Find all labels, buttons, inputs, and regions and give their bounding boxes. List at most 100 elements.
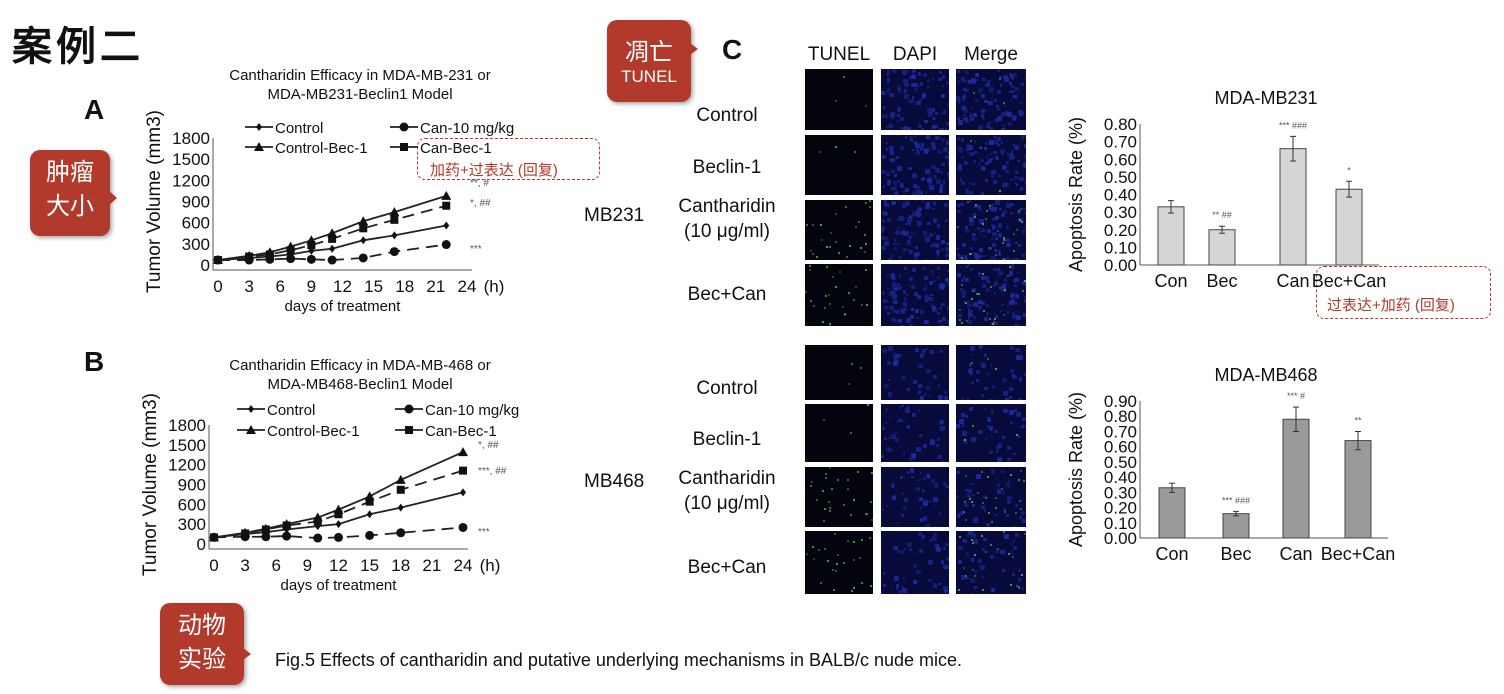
y-tick-label: 0: [201, 256, 210, 275]
legend-label: Can-10 mg/kg: [420, 120, 514, 137]
note-text: 加药+过表达 (回复): [430, 162, 558, 179]
x-tick-label: 6: [272, 556, 281, 575]
significance-label: *: [1347, 165, 1351, 175]
marker-square: [265, 250, 274, 259]
y-tick-label: 1500: [172, 150, 210, 169]
x-tick-label: Bec: [1206, 271, 1237, 291]
y-axis-label: Apoptosis Rate (%): [1066, 392, 1086, 547]
marker-triangle: [395, 474, 406, 484]
callout-apoptosis: 凋亡 TUNEL: [607, 20, 698, 102]
micrograph-merge: [956, 135, 1026, 195]
row-label: Cantharidin (10 μg/ml): [678, 196, 776, 242]
micrograph-merge: [956, 531, 1026, 594]
y-tick-label: 0: [197, 535, 206, 554]
group-label: MB231: [584, 205, 645, 226]
note-text: 过表达+加药 (回复): [1327, 297, 1455, 314]
significance-label: *** ###: [1222, 495, 1250, 505]
series-line-can-bec-1: [217, 204, 447, 261]
y-tick-label: 0.00: [1104, 256, 1137, 275]
note-box-a: 加药+过表达 (回复): [417, 138, 600, 180]
marker-square: [442, 201, 451, 210]
x-tick-label: Can: [1276, 271, 1309, 291]
marker-circle: [306, 254, 316, 264]
bar-bec: [1222, 513, 1250, 539]
row-label: Beclin-1: [692, 157, 762, 178]
bar-bec-can: [1344, 440, 1372, 539]
y-tick-label: 0.20: [1104, 499, 1137, 518]
x-tick-label: 24: [454, 556, 473, 575]
marker-circle: [327, 255, 337, 265]
legend-label: Control: [267, 402, 315, 419]
error-bar: [1233, 510, 1239, 517]
legend-label: Control-Bec-1: [267, 423, 360, 440]
series-line-can-10-mg-kg: [218, 243, 447, 261]
y-tick-label: 0.60: [1104, 150, 1137, 169]
marker-circle: [441, 240, 451, 250]
panel-label-a: A: [84, 94, 105, 125]
marker-circle: [396, 528, 406, 538]
chart-title: Cantharidin Efficacy in MDA-MB-231 or: [229, 67, 491, 84]
significance-label: *** #: [1287, 391, 1305, 401]
micrograph-tunel: [805, 264, 873, 326]
significance-label: ***, ##: [478, 466, 507, 477]
y-tick-label: 0.50: [1104, 453, 1137, 472]
x-axis-label: days of treatment: [281, 577, 398, 594]
row-label: Bec+Can: [687, 557, 767, 578]
figure-caption: Fig.5 Effects of cantharidin and putativ…: [275, 650, 963, 670]
group-label: MB468: [584, 471, 645, 492]
micrograph-tunel: [805, 200, 873, 260]
micrograph-dapi: [881, 135, 949, 195]
y-tick-label: 1800: [172, 129, 210, 148]
marker-circle: [358, 253, 368, 263]
marker-square: [214, 256, 222, 265]
marker-square: [286, 246, 295, 255]
error-bar: [1168, 200, 1174, 214]
marker-diamond: [443, 221, 450, 230]
x-tick-label: Bec+Can: [1321, 544, 1396, 564]
marker-triangle: [246, 425, 256, 434]
x-axis-label: days of treatment: [285, 298, 402, 315]
marker-circle: [389, 247, 399, 257]
micrograph-merge: [956, 69, 1026, 130]
significance-label: ** ##: [1212, 210, 1232, 220]
micrograph-dapi: [881, 264, 949, 326]
y-tick-label: 0.00: [1104, 529, 1137, 548]
y-tick-label: 1500: [168, 436, 206, 455]
y-tick-label: 0.20: [1104, 221, 1137, 240]
x-tick-label: 6: [276, 277, 285, 296]
significance-label: ***: [470, 244, 482, 255]
panel-label-b: B: [84, 346, 105, 377]
marker-square: [313, 517, 322, 526]
marker-square: [210, 533, 218, 542]
x-tick-label: 9: [303, 556, 312, 575]
marker-square: [307, 241, 316, 250]
callout-text: 动物实验: [178, 612, 226, 673]
error-bar: [1290, 135, 1296, 162]
micrograph-merge: [956, 467, 1026, 527]
marker-square: [390, 215, 399, 224]
micrograph-dapi: [881, 531, 949, 594]
x-unit-label: (h): [484, 277, 505, 296]
legend-label: Can-Bec-1: [420, 140, 492, 157]
significance-label: **: [1354, 415, 1362, 425]
marker-diamond: [366, 510, 373, 519]
micrograph-dapi: [881, 69, 949, 130]
marker-circle: [399, 122, 409, 132]
row-label: Cantharidin (10 μg/ml): [678, 468, 776, 514]
y-tick-label: 600: [178, 495, 206, 514]
y-tick-label: 1200: [168, 456, 206, 475]
error-bar: [1293, 406, 1299, 432]
x-tick-label: Con: [1154, 271, 1187, 291]
y-tick-label: 0.60: [1104, 438, 1137, 457]
y-tick-label: 0.10: [1104, 514, 1137, 533]
y-tick-label: 1200: [172, 171, 210, 190]
marker-circle: [286, 254, 296, 264]
marker-diamond: [391, 231, 398, 240]
marker-square: [261, 525, 270, 534]
chart-title: MDA-MB468-Beclin1 Model: [267, 376, 452, 393]
callout-subtext: TUNEL: [621, 67, 677, 86]
significance-label: ***: [478, 527, 490, 538]
y-tick-label: 0.30: [1104, 483, 1137, 502]
micrograph-dapi: [881, 467, 949, 527]
